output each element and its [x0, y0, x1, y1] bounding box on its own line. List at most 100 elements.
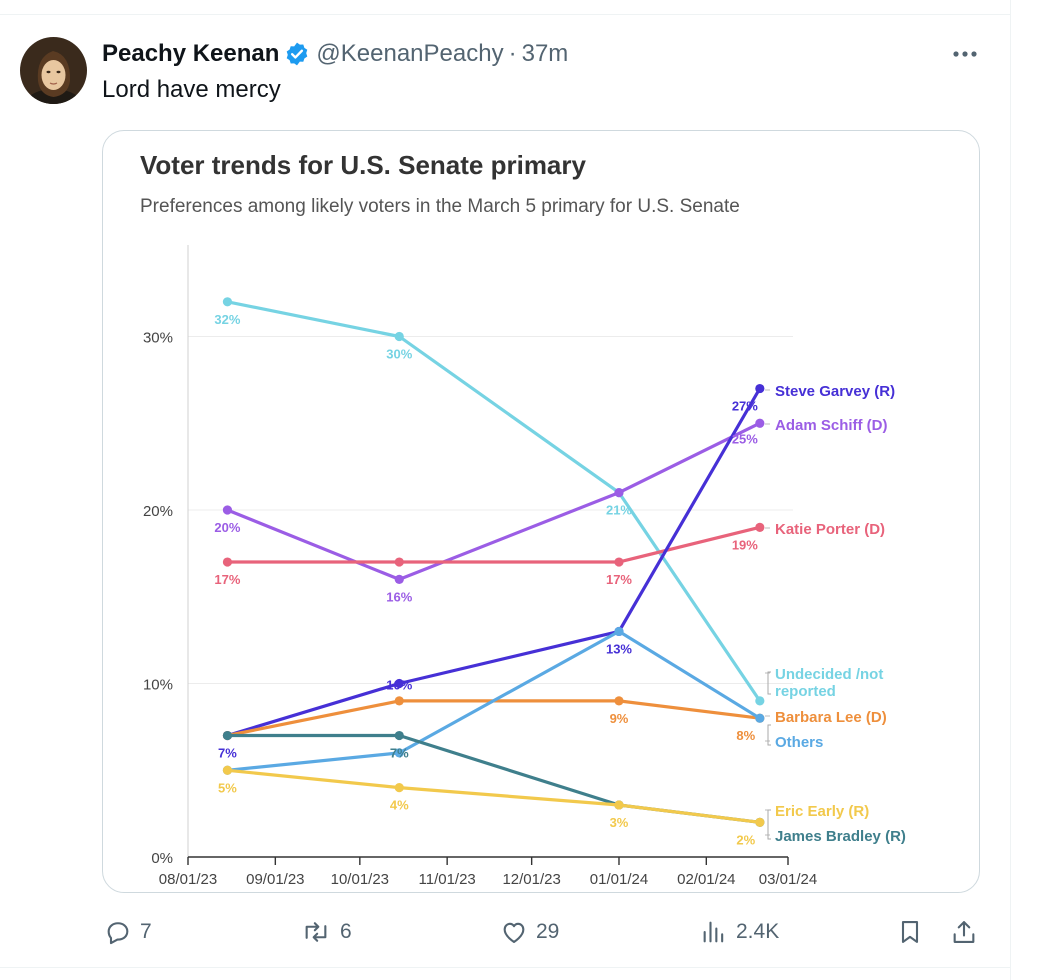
data-point [222, 297, 233, 307]
x-tick-label: 12/01/23 [502, 871, 560, 888]
data-point [394, 730, 404, 741]
share-button[interactable] [950, 912, 978, 952]
more-horizontal-icon [953, 51, 977, 57]
series-line-eric-early-r- [225, 768, 762, 824]
like-button[interactable]: 29 [500, 912, 559, 952]
y-tick-label: 0% [151, 850, 173, 867]
repost-count: 6 [340, 920, 352, 943]
data-label: 30% [386, 347, 412, 362]
top-divider [0, 14, 1010, 15]
x-tick-label: 01/01/24 [590, 871, 648, 888]
data-point [394, 748, 404, 758]
series-line-katie-porter-d- [225, 525, 762, 564]
avatar-portrait-icon [20, 37, 87, 104]
x-tick-label: 11/01/23 [419, 871, 476, 888]
data-label: 32% [214, 312, 240, 327]
data-label: 8% [736, 728, 755, 743]
author-avatar[interactable] [20, 37, 87, 104]
x-tick-label: 09/01/23 [246, 871, 304, 888]
data-point [755, 522, 765, 532]
bottom-divider [0, 967, 1010, 968]
data-point [394, 783, 404, 793]
like-count: 29 [536, 920, 560, 943]
author-handle[interactable]: @KeenanPeachy [316, 40, 504, 67]
series-line-barbara-lee-d- [225, 699, 762, 738]
views-button[interactable]: 2.4K [700, 912, 779, 952]
data-label: 7% [390, 746, 409, 761]
data-label: 19% [732, 537, 758, 552]
data-point [614, 696, 624, 706]
legend-label: Barbara Lee (D) [775, 709, 887, 726]
series-line-undecided-not-reported [225, 300, 762, 703]
views-icon [703, 921, 724, 943]
legend-bracket [767, 724, 771, 746]
data-point [222, 505, 233, 515]
post-header: Peachy Keenan @KeenanPeachy · 37m [102, 38, 568, 70]
data-label: 27% [732, 399, 758, 414]
data-label: 7% [218, 746, 237, 761]
y-tick-label: 20% [143, 503, 173, 520]
data-label: 10% [386, 678, 412, 693]
bookmark-button[interactable] [896, 912, 924, 952]
data-point [614, 488, 624, 498]
data-label: 25% [732, 431, 758, 446]
legend-label: Adam Schiff (D) [775, 417, 888, 434]
data-label: 16% [386, 589, 412, 604]
post-time[interactable]: 37m [521, 40, 569, 67]
data-point [614, 800, 624, 810]
data-point [614, 626, 624, 637]
verified-badge-icon[interactable] [284, 41, 310, 67]
data-point [222, 765, 233, 775]
legend-label: Others [775, 734, 823, 751]
data-point [755, 383, 765, 394]
data-label: 2% [736, 832, 755, 847]
data-label: 3% [610, 815, 629, 830]
series-line-others [225, 629, 762, 772]
x-tick-label: 08/01/23 [159, 871, 217, 888]
data-label: 4% [390, 798, 409, 813]
chart-subtitle: Preferences among likely voters in the M… [140, 196, 740, 217]
senate-primary-line-chart: Voter trends for U.S. Senate primary Pre… [140, 150, 906, 888]
x-tick-label: 03/01/24 [759, 871, 817, 888]
views-count: 2.4K [736, 920, 780, 943]
post-image-card[interactable]: Voter trends for U.S. Senate primary Pre… [102, 130, 980, 893]
repost-button[interactable]: 6 [300, 912, 352, 952]
data-label: 17% [606, 572, 632, 587]
data-point [755, 696, 765, 706]
x-tick-label: 10/01/23 [331, 871, 389, 888]
author-name[interactable]: Peachy Keenan [102, 40, 280, 67]
chart-axes: 0% 10% 20% 30% 08/01/23 09/01/23 10/01/23 11/01… [143, 245, 817, 888]
data-point [394, 696, 404, 706]
reply-button[interactable]: 7 [104, 912, 152, 952]
data-label: 9% [610, 711, 629, 726]
data-label: 21% [606, 503, 632, 518]
data-point [614, 557, 624, 567]
y-tick-label: 30% [143, 330, 173, 347]
legend-label: Steve Garvey (R) [775, 383, 895, 400]
data-point [394, 678, 404, 689]
bookmark-icon [901, 921, 919, 943]
chart-data-labels: 32% 30% 21% 20% 16% 25% 17% 17% 19% 7% 10% 13% 27% 9%… [214, 312, 758, 848]
y-tick-label: 10% [143, 677, 173, 694]
share-icon [953, 921, 975, 943]
post-actions-bar: 7 6 29 2.4K [0, 912, 1010, 952]
data-label: 5% [218, 780, 237, 795]
data-point [755, 817, 765, 827]
data-point [394, 557, 404, 567]
data-point [394, 574, 404, 584]
legend-label: reported [775, 683, 836, 700]
legend-bracket [767, 809, 771, 840]
x-tick-label: 02/01/24 [677, 871, 735, 888]
data-point [222, 730, 233, 741]
legend-label: James Bradley (R) [775, 828, 906, 845]
more-options-button[interactable] [945, 40, 985, 68]
series-line-steve-garvey-r- [225, 386, 762, 738]
legend-label: Katie Porter (D) [775, 521, 885, 538]
data-point [755, 713, 765, 723]
data-point [222, 557, 233, 567]
series-line-adam-schiff-d- [225, 421, 762, 581]
separator-dot: · [508, 40, 517, 67]
timeline-border [1010, 0, 1011, 980]
heart-icon [503, 922, 525, 943]
